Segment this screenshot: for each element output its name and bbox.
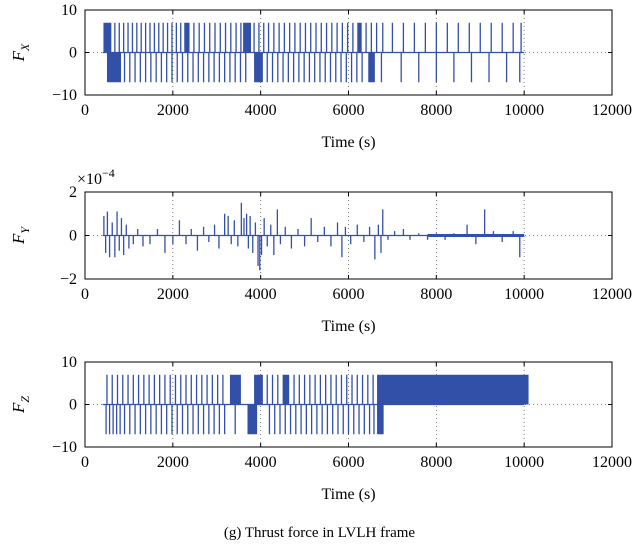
x-tick-label: 0 — [81, 102, 89, 119]
thrust-block-positive — [103, 22, 112, 53]
y-tick-label: 10 — [61, 354, 77, 371]
y-tick-label: 10 — [61, 2, 77, 19]
x-tick-label: 12000 — [592, 454, 632, 471]
thrust-block-positive — [184, 22, 190, 53]
thrust-block-negative — [247, 404, 258, 435]
y-tick-label: −2 — [60, 271, 77, 288]
thrust-block-positive — [229, 374, 241, 405]
x-tick-label: 0 — [81, 454, 89, 471]
y-axis-label-main: F — [9, 50, 28, 62]
x-tick-label: 8000 — [420, 286, 452, 303]
thrust-block-positive — [282, 374, 290, 405]
x-axis-label: Time (s) — [321, 486, 375, 503]
x-tick-label: 6000 — [333, 102, 365, 119]
thrust-block-positive — [243, 22, 252, 53]
thrust-block-negative — [368, 52, 375, 83]
y-tick-label: 0 — [69, 228, 77, 245]
x-tick-label: 8000 — [420, 102, 452, 119]
thrust-block-negative — [377, 404, 384, 435]
y-axis-label-subscript: Y — [18, 226, 32, 234]
x-tick-label: 8000 — [420, 454, 452, 471]
x-tick-label: 2000 — [157, 102, 189, 119]
y-scale-multiplier: ×10−4 — [77, 166, 115, 188]
x-tick-label: 2000 — [157, 286, 189, 303]
x-axis-label: Time (s) — [321, 318, 375, 335]
y-axis-label: FZ — [9, 396, 32, 414]
x-tick-label: 6000 — [333, 286, 365, 303]
x-tick-label: 6000 — [333, 454, 365, 471]
y-axis-label: FX — [9, 43, 32, 62]
y-tick-label: 0 — [69, 397, 77, 414]
scale-base: ×10 — [77, 171, 102, 188]
thrust-block-negative — [106, 52, 122, 83]
y-axis-label: FY — [9, 226, 32, 245]
x-tick-label: 12000 — [592, 286, 632, 303]
y-tick-label: −10 — [52, 439, 77, 456]
x-tick-label: 4000 — [245, 286, 277, 303]
x-tick-label: 0 — [81, 286, 89, 303]
y-axis-label-main: F — [9, 233, 28, 245]
x-tick-label: 10000 — [504, 286, 544, 303]
x-tick-label: 4000 — [245, 454, 277, 471]
x-tick-label: 10000 — [504, 102, 544, 119]
y-axis-label-subscript: X — [18, 43, 32, 52]
thrust-noise-band — [427, 234, 525, 237]
x-tick-label: 10000 — [504, 454, 544, 471]
thrust-block-negative — [254, 52, 263, 83]
scale-exponent: −4 — [102, 166, 115, 180]
y-tick-label: −10 — [52, 87, 77, 104]
thrust-block-positive — [357, 22, 362, 53]
figure-caption: (g) Thrust force in LVLH frame — [223, 525, 416, 541]
thrust-block-positive — [254, 374, 263, 405]
x-tick-label: 4000 — [245, 102, 277, 119]
y-axis-label-main: F — [9, 402, 28, 414]
y-tick-label: 2 — [69, 184, 77, 201]
x-tick-label: 2000 — [157, 454, 189, 471]
x-axis-label: Time (s) — [321, 134, 375, 151]
y-tick-label: 0 — [69, 45, 77, 62]
x-tick-label: 12000 — [592, 102, 632, 119]
thrust-block-positive — [377, 374, 529, 405]
y-axis-label-subscript: Z — [18, 396, 32, 403]
